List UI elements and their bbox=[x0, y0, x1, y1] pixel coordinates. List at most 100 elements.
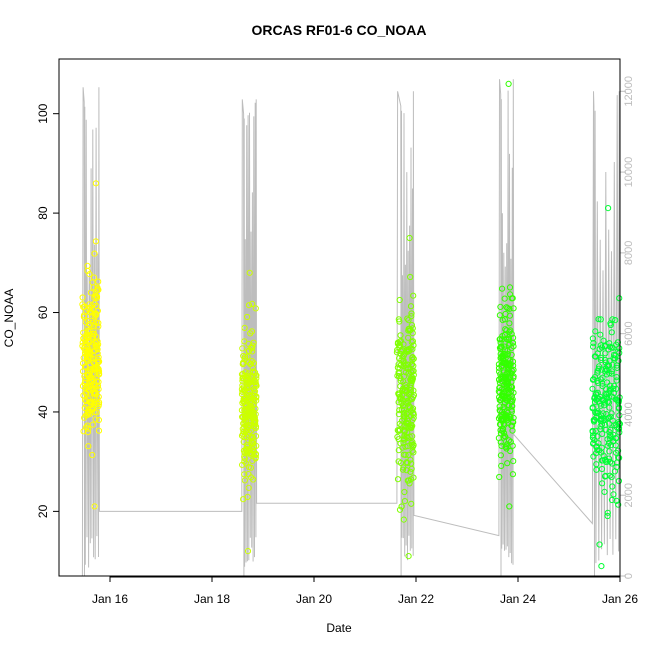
data-point bbox=[498, 416, 505, 423]
data-point bbox=[83, 390, 90, 397]
data-point bbox=[397, 383, 404, 390]
data-point bbox=[510, 305, 517, 312]
data-point bbox=[410, 292, 417, 299]
data-point bbox=[395, 436, 402, 443]
data-point bbox=[508, 393, 515, 400]
data-point bbox=[401, 409, 408, 416]
data-point bbox=[498, 462, 505, 469]
data-point bbox=[615, 419, 622, 426]
data-point bbox=[87, 327, 94, 334]
data-point bbox=[407, 476, 415, 483]
data-point bbox=[589, 404, 596, 411]
x-tick-label: Jan 16 bbox=[92, 592, 128, 606]
data-point bbox=[240, 496, 247, 503]
data-point bbox=[602, 342, 609, 349]
data-point bbox=[504, 305, 511, 312]
data-point bbox=[501, 343, 508, 350]
data-point bbox=[407, 273, 414, 281]
data-point bbox=[616, 429, 623, 436]
data-point bbox=[408, 465, 415, 472]
data-point bbox=[606, 472, 613, 479]
data-point bbox=[243, 441, 250, 448]
data-point bbox=[602, 350, 609, 357]
plot-frame bbox=[58, 58, 621, 577]
data-point bbox=[399, 402, 406, 409]
data-point bbox=[613, 497, 620, 504]
data-point bbox=[250, 402, 257, 409]
data-point bbox=[590, 340, 597, 347]
data-point bbox=[497, 452, 504, 459]
data-point bbox=[597, 342, 604, 349]
data-point bbox=[603, 457, 610, 464]
data-point bbox=[597, 331, 604, 338]
y-tick-label: 80 bbox=[36, 206, 50, 220]
data-point bbox=[252, 305, 259, 312]
data-point bbox=[593, 396, 600, 403]
data-point bbox=[246, 269, 253, 276]
data-point bbox=[604, 395, 611, 402]
data-point bbox=[594, 389, 601, 396]
data-point bbox=[501, 406, 508, 413]
data-point bbox=[240, 359, 247, 366]
data-point bbox=[615, 501, 622, 508]
data-point bbox=[400, 464, 407, 471]
data-point bbox=[396, 407, 403, 414]
data-point bbox=[496, 368, 503, 375]
data-point bbox=[505, 394, 512, 401]
data-point bbox=[504, 365, 511, 372]
data-point bbox=[608, 329, 615, 336]
data-point bbox=[612, 396, 619, 403]
data-point bbox=[406, 405, 413, 412]
data-point bbox=[404, 429, 411, 436]
data-point bbox=[504, 460, 511, 467]
data-point bbox=[93, 302, 100, 309]
data-point bbox=[394, 476, 402, 483]
data-point bbox=[240, 428, 247, 435]
data-point bbox=[610, 431, 617, 438]
data-point bbox=[90, 333, 97, 340]
data-point bbox=[406, 327, 413, 334]
data-point bbox=[506, 503, 513, 510]
data-point bbox=[248, 474, 255, 481]
data-point bbox=[611, 355, 619, 362]
data-point bbox=[401, 413, 408, 420]
y2-tick-label: 0 bbox=[623, 573, 635, 579]
data-point bbox=[84, 422, 91, 429]
data-point bbox=[80, 313, 88, 320]
data-point bbox=[93, 294, 101, 302]
data-point bbox=[597, 316, 604, 323]
y2-tick-label: 8000 bbox=[623, 241, 635, 265]
data-point bbox=[87, 368, 94, 375]
data-point bbox=[409, 410, 416, 417]
data-point bbox=[245, 484, 252, 491]
data-point bbox=[615, 404, 623, 411]
data-point bbox=[407, 387, 414, 394]
data-point bbox=[395, 390, 402, 397]
data-point bbox=[599, 374, 606, 381]
data-point bbox=[597, 376, 604, 383]
data-point bbox=[507, 447, 514, 455]
data-point bbox=[505, 335, 513, 343]
data-point bbox=[497, 439, 504, 446]
data-point bbox=[603, 391, 610, 398]
data-point bbox=[89, 406, 96, 413]
data-point bbox=[250, 414, 257, 421]
data-point bbox=[591, 353, 599, 360]
data-point bbox=[83, 356, 90, 363]
data-point bbox=[249, 348, 256, 355]
data-point bbox=[591, 436, 598, 444]
data-point bbox=[91, 250, 98, 257]
data-point bbox=[246, 429, 253, 436]
data-point bbox=[397, 348, 404, 355]
data-point bbox=[592, 414, 600, 421]
data-point bbox=[84, 348, 92, 355]
data-point bbox=[252, 451, 259, 458]
y-tick-label: 100 bbox=[36, 103, 50, 123]
data-point bbox=[82, 377, 89, 385]
data-point bbox=[408, 322, 415, 329]
data-point bbox=[509, 362, 517, 369]
data-point bbox=[405, 334, 412, 341]
data-point bbox=[590, 343, 597, 350]
data-point bbox=[252, 455, 259, 462]
data-point bbox=[594, 447, 601, 454]
